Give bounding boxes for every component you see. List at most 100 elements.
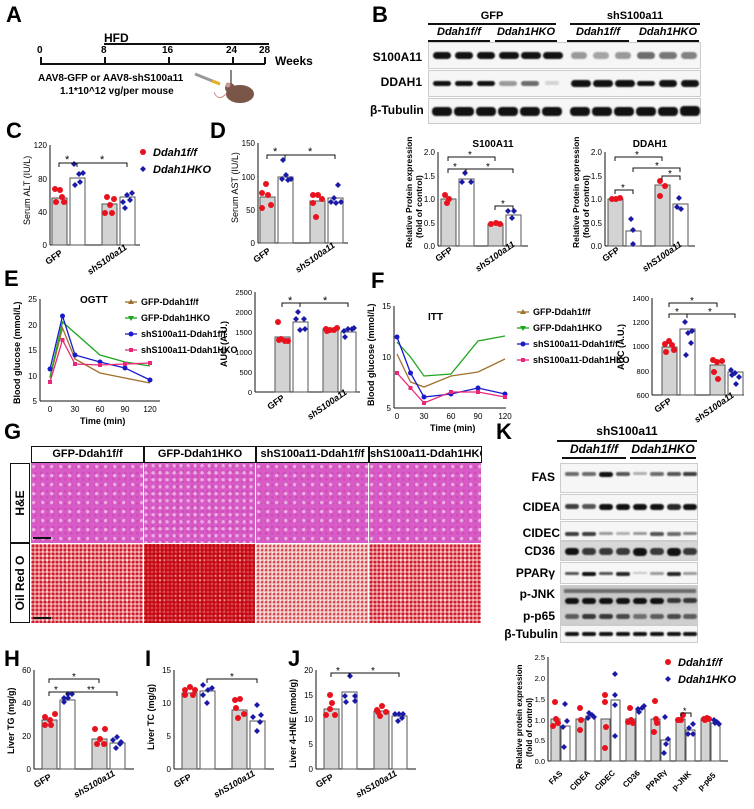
svg-text:**: ** [87,685,95,696]
mouse-injection-icon [194,70,254,103]
svg-text:*: * [635,150,639,161]
svg-text:10: 10 [382,353,391,362]
chart-b-s100a11: S100A11 0.0 0.5 1.0 1.5 2.0 * * * * Relative … [404,137,528,274]
hist-col-3: shS100a11-Ddah1f/f [256,446,369,463]
chart-j-hne: 0 5 10 15 20 * * Liver 4-HNE (nmol/g) GFP shS… [288,666,416,800]
svg-text:*: * [675,307,679,318]
svg-text:shS100a11: shS100a11 [354,768,399,800]
svg-text:CIDEA: CIDEA [568,768,592,792]
svg-text:*: * [65,154,70,166]
svg-text:15: 15 [28,346,37,355]
svg-text:0.5: 0.5 [535,736,545,745]
svg-text:shS100a11-Ddah1f/f: shS100a11-Ddah1f/f [533,339,619,349]
svg-text:Liver 4-HNE (nmol/g): Liver 4-HNE (nmol/g) [288,679,298,768]
panel-label-f: F [371,268,385,293]
svg-text:GFP: GFP [172,772,193,790]
svg-text:GFP: GFP [32,772,53,790]
injection-text: AAV8-GFP or AAV8-shS100a11 [38,73,184,84]
svg-text:120: 120 [34,141,48,150]
svg-text:0.0: 0.0 [591,242,603,251]
svg-text:2.0: 2.0 [591,148,603,157]
svg-text:GFP-Ddah1HKO: GFP-Ddah1HKO [141,313,210,323]
blot-ddah1 [428,70,701,97]
svg-text:GFP: GFP [314,772,335,790]
k-blot-cidec [560,521,698,541]
svg-text:25: 25 [28,295,37,304]
svg-text:1.5: 1.5 [424,172,436,181]
timeline-axis [40,63,265,65]
svg-text:DDAH1: DDAH1 [633,139,668,150]
svg-text:GFP-Ddah1HKO: GFP-Ddah1HKO [533,323,602,333]
svg-text:(fold of control): (fold of control) [414,175,424,238]
k-sub-hko: Ddah1HKO [631,442,695,456]
svg-text:60: 60 [96,405,105,414]
chart-f-itt: ITT 5 10 15 0 30 60 90 120 Blood glucose (mmol… [366,302,512,433]
k-label-cidec: CIDEC [522,526,560,540]
legend-f: GFP-Ddah1f/f GFP-Ddah1HKO shS100a11-Ddah… [517,307,630,365]
hist-col-1: GFP-Ddah1f/f [31,446,144,463]
tick-28: 28 [259,45,271,56]
svg-text:1.0: 1.0 [535,716,545,725]
svg-text:AUC (A.U.): AUC (A.U.) [616,324,626,370]
panel-label-k: K [496,419,512,444]
svg-text:Time (min): Time (min) [430,423,475,433]
svg-text:2.0: 2.0 [535,674,545,683]
k-blot-pp65 [560,607,698,625]
svg-text:*: * [501,199,505,210]
svg-text:Serum AST (IU/L): Serum AST (IU/L) [230,152,240,223]
svg-text:100: 100 [242,173,256,182]
svg-text:5: 5 [167,732,172,741]
svg-text:1.5: 1.5 [591,172,603,181]
svg-text:0: 0 [395,412,400,421]
svg-text:OGTT: OGTT [80,295,108,306]
tick-24: 24 [226,45,238,56]
svg-text:30: 30 [420,412,429,421]
svg-text:Serum ALT (IU/L): Serum ALT (IU/L) [22,156,32,225]
hist-col-2: GFP-Ddah1HKO [144,446,256,463]
svg-text:AUC (A.U.): AUC (A.U.) [219,321,229,367]
blot-tubulin [428,98,701,124]
svg-text:Ddah1f/f: Ddah1f/f [678,657,723,669]
svg-text:5: 5 [309,740,314,749]
k-blot-tubulin [560,625,698,643]
svg-text:Time (min): Time (min) [80,416,125,426]
svg-text:shS100a11-Ddah1HKO: shS100a11-Ddah1HKO [141,345,238,355]
svg-text:120: 120 [498,412,512,421]
k-blot-pjnk [560,585,698,607]
row-label-he: H&E [10,463,30,543]
svg-text:*: * [288,295,293,307]
svg-text:*: * [230,672,234,683]
panel-label-g: G [4,419,22,444]
svg-text:40: 40 [22,699,31,708]
svg-text:Relative Protein expression: Relative Protein expression [404,137,414,249]
svg-text:*: * [486,162,490,173]
blot-s100a11 [428,42,701,69]
svg-text:Liver TC (mg/g): Liver TC (mg/g) [146,684,156,750]
panel-label-b: B [372,2,388,27]
svg-text:Blood glucose (mmol/L): Blood glucose (mmol/L) [366,303,376,406]
svg-text:CIDEC: CIDEC [593,768,617,792]
tick-0: 0 [37,45,43,56]
k-blot-pparg [560,562,698,584]
svg-text:*: * [336,666,340,677]
hfd-bar [104,43,269,45]
k-label-cidea: CIDEA [522,500,560,514]
svg-text:*: * [72,672,76,683]
svg-text:GFP: GFP [265,393,286,412]
k-blot-fas [560,463,698,493]
chart-e-ogtt: OGTT 5 10 15 20 25 0 30 60 90 120 Time (min) Blo… [12,295,160,426]
svg-text:Blood glucose (mmol/L): Blood glucose (mmol/L) [12,301,22,404]
legend-e: GFP-Ddah1f/f GFP-Ddah1HKO shS100a11-Ddah… [125,297,238,355]
chart-b-ddah1: DDAH1 0.0 0.5 1.0 1.5 2.0 * * * * Relative P… [571,137,695,274]
svg-text:15: 15 [382,302,391,311]
k-label-fas: FAS [531,470,555,484]
svg-text:150: 150 [242,139,256,148]
svg-text:5: 5 [387,404,392,413]
svg-text:GFP: GFP [600,245,621,264]
svg-text:GFP: GFP [251,246,272,265]
svg-text:GFP-Ddah1f/f: GFP-Ddah1f/f [533,307,592,317]
he-image-3 [256,463,369,543]
